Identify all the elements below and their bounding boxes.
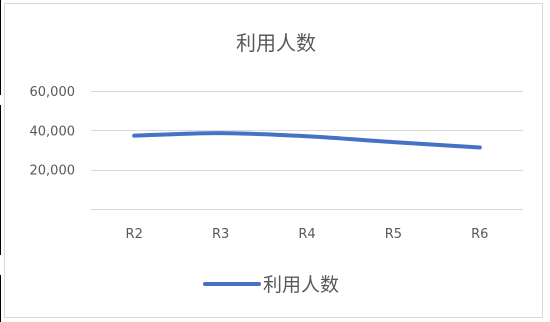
legend-label: 利用人数 <box>263 274 339 296</box>
y-tick-label: 40,000 <box>30 124 76 139</box>
legend: 利用人数 <box>203 274 339 296</box>
y-axis-tick-labels: 20,000 40,000 60,000 <box>30 85 76 179</box>
gridlines <box>91 91 523 210</box>
x-tick-label: R5 <box>385 227 402 242</box>
y-tick-label: 60,000 <box>30 85 76 100</box>
y-tick-label: 20,000 <box>30 164 76 179</box>
x-tick-label: R2 <box>126 227 143 242</box>
x-tick-label: R4 <box>298 227 315 242</box>
edge-marker <box>0 275 1 322</box>
chart-title: 利用人数 <box>236 31 316 55</box>
series-line <box>132 131 482 150</box>
chart-frame <box>4 3 543 318</box>
x-tick-label: R6 <box>471 227 488 242</box>
x-axis-tick-labels: R2 R3 R4 R5 R6 <box>126 227 489 242</box>
edge-marker <box>0 0 1 95</box>
x-tick-label: R3 <box>212 227 229 242</box>
series-lines <box>132 131 482 150</box>
edge-marker <box>0 105 1 255</box>
